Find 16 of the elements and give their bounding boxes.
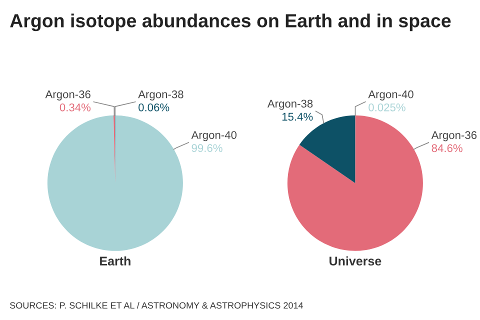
slice-label: Argon-38 [267, 100, 313, 110]
data-label: 99.6% [192, 144, 222, 152]
data-label: 0.06% [138, 103, 170, 112]
data-label: 0.025% [368, 103, 406, 112]
source-note: SOURCES: P. SCHILKE ET AL / ASTRONOMY & ASTROPHYSICS 2014 [10, 302, 304, 309]
slice-label: Argon-38 [138, 90, 184, 100]
data-label: 15.4% [282, 112, 313, 121]
chart-title: Argon isotope abundances on Earth and in space [10, 14, 451, 32]
data-label: 0.34% [60, 103, 91, 112]
slice-label: Argon-36 [45, 90, 90, 100]
slice-label: Argon-40 [191, 131, 237, 142]
data-label: 84.6% [432, 144, 462, 152]
text: Universe [330, 256, 382, 266]
slice-label: Argon-36 [431, 131, 477, 142]
text: Earth [100, 256, 130, 266]
slice-label: Argon-40 [368, 90, 414, 100]
